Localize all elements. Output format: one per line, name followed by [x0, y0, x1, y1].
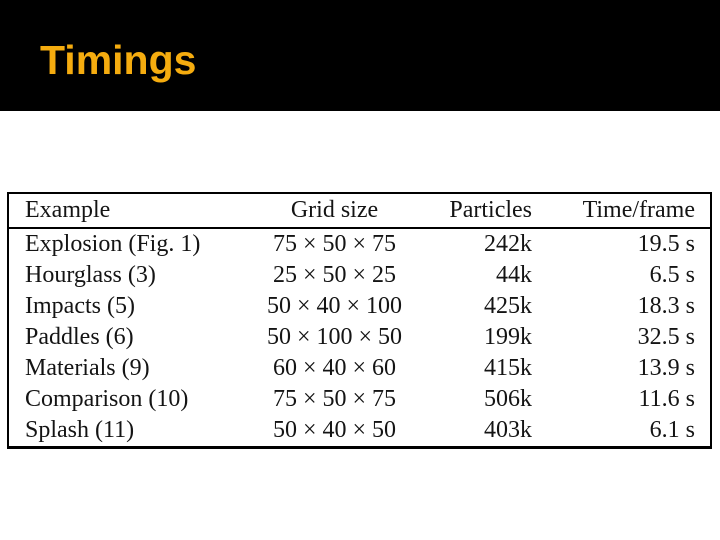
table-cell: 75 × 50 × 75 [272, 231, 397, 257]
table-cell: Impacts (5) [25, 293, 135, 319]
column-header-example: Example [8, 193, 251, 229]
table-cell: 415k [484, 355, 532, 381]
table-cell: 6.5 s [649, 262, 695, 288]
table-cell: 25 × 50 × 25 [272, 262, 397, 288]
timings-table: Example Grid size Particles Time/frame E… [7, 192, 712, 449]
table-cell: 11.6 s [638, 386, 695, 412]
table-cell: 32.5 s [637, 324, 695, 350]
table-cell: 75 × 50 × 75 [272, 386, 397, 412]
table-cell: Splash (11) [25, 417, 135, 443]
table-cell: 199k [484, 324, 532, 350]
table-cell: Materials (9) [25, 355, 150, 381]
column-header-grid-size: Grid size [251, 193, 418, 229]
table-cell: 18.3 s [637, 293, 695, 319]
table-cell: 6.1 s [649, 417, 695, 443]
table-cell: Paddles (6) [25, 324, 134, 350]
table-cell: 60 × 40 × 60 [272, 355, 397, 381]
table-cell: 13.9 s [637, 355, 695, 381]
table-cell: 50 × 40 × 100 [266, 293, 403, 319]
table-cell: Hourglass (3) [25, 262, 156, 288]
table-cell: 403k [484, 417, 532, 443]
table-cell: 506k [484, 386, 532, 412]
table-row: Materials (9) 60 × 40 × 60 415k 13.9 s [8, 353, 711, 384]
table-cell: 50 × 40 × 50 [272, 417, 397, 443]
table-row: Hourglass (3) 25 × 50 × 25 44k 6.5 s [8, 260, 711, 291]
timings-table-header: Example Grid size Particles Time/frame [8, 193, 711, 229]
table-cell: 425k [484, 293, 532, 319]
column-header-time-per-frame: Time/frame [544, 193, 711, 229]
table-row: Explosion (Fig. 1) 75 × 50 × 75 242k 19.5 s [8, 228, 711, 260]
table-cell: 44k [496, 262, 532, 288]
table-cell: 50 × 100 × 50 [266, 324, 403, 350]
table-cell: 242k [484, 231, 532, 257]
table-cell: 19.5 s [637, 231, 695, 257]
column-header-particles: Particles [418, 193, 544, 229]
table-cell: Explosion (Fig. 1) [25, 231, 201, 257]
table-row: Comparison (10) 75 × 50 × 75 506k 11.6 s [8, 384, 711, 415]
header-row: Example Grid size Particles Time/frame [8, 193, 711, 229]
slide-title-bar [0, 0, 720, 111]
table-row: Splash (11) 50 × 40 × 50 403k 6.1 s [8, 415, 711, 448]
table-cell: Comparison (10) [25, 386, 189, 412]
table-row: Paddles (6) 50 × 100 × 50 199k 32.5 s [8, 322, 711, 353]
timings-table-body: Explosion (Fig. 1) 75 × 50 × 75 242k 19.5 s… [8, 228, 711, 448]
slide-title: Timings [40, 37, 197, 83]
table-row: Impacts (5) 50 × 40 × 100 425k 18.3 s [8, 291, 711, 322]
